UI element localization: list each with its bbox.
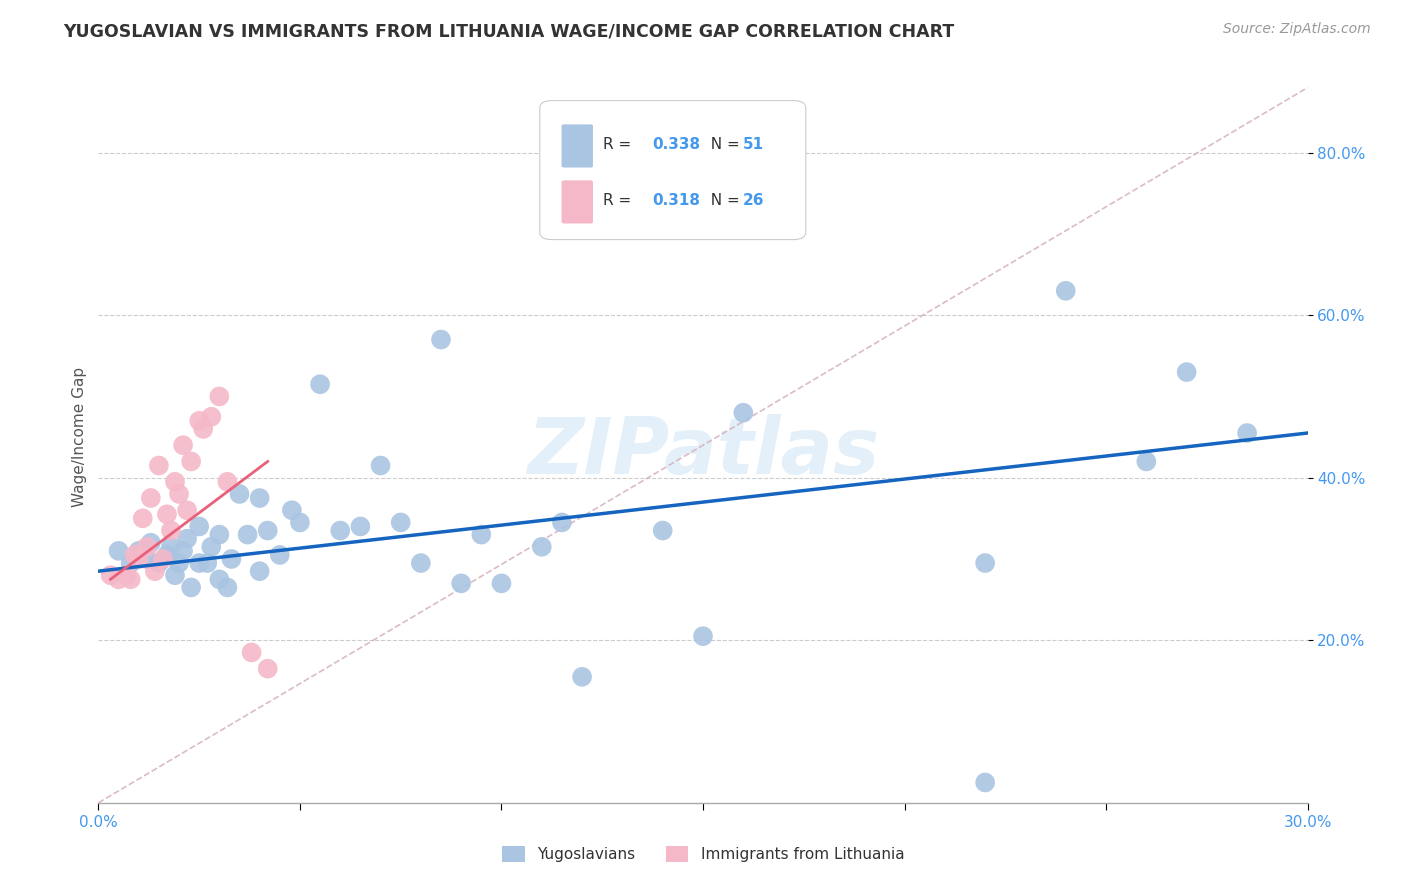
Point [160, 524, 183, 538]
Point [240, 645, 263, 659]
FancyBboxPatch shape [561, 180, 593, 224]
Point [281, 503, 304, 517]
Point [107, 572, 129, 586]
Point [389, 516, 412, 530]
Point [167, 556, 190, 570]
Point [115, 568, 138, 582]
Point [309, 377, 332, 392]
FancyBboxPatch shape [540, 101, 806, 240]
Point [167, 487, 190, 501]
Text: YUGOSLAVIAN VS IMMIGRANTS FROM LITHUANIA WAGE/INCOME GAP CORRELATION CHART: YUGOSLAVIAN VS IMMIGRANTS FROM LITHUANIA… [63, 22, 955, 40]
Point [148, 556, 170, 570]
Point [156, 548, 179, 562]
Y-axis label: Wage/Income Gap: Wage/Income Gap [72, 367, 87, 508]
Point [180, 454, 202, 468]
Point [120, 572, 142, 586]
Point [228, 487, 250, 501]
Point [249, 564, 271, 578]
Point [236, 527, 259, 541]
Point [128, 552, 150, 566]
Point [571, 670, 593, 684]
Point [269, 548, 291, 562]
Text: R =: R = [603, 136, 636, 152]
Point [163, 568, 186, 582]
Point [124, 548, 146, 562]
Point [188, 414, 211, 428]
Point [120, 556, 142, 570]
Point [200, 540, 222, 554]
Point [132, 511, 155, 525]
Point [329, 524, 352, 538]
Point [139, 491, 162, 505]
Point [288, 516, 311, 530]
Point [651, 524, 673, 538]
Point [176, 532, 198, 546]
Point [188, 519, 211, 533]
Point [188, 556, 211, 570]
Point [256, 662, 278, 676]
Point [128, 544, 150, 558]
Point [180, 581, 202, 595]
Point [172, 438, 194, 452]
Text: 0.318: 0.318 [652, 193, 700, 208]
Point [193, 422, 215, 436]
Point [152, 552, 174, 566]
Point [470, 527, 492, 541]
Text: ZIPatlas: ZIPatlas [527, 414, 879, 490]
Point [135, 552, 157, 566]
Point [974, 556, 997, 570]
Point [349, 519, 371, 533]
Point [100, 568, 122, 582]
Point [409, 556, 432, 570]
Point [217, 475, 239, 489]
Point [370, 458, 392, 473]
Point [143, 564, 166, 578]
Point [208, 389, 231, 403]
Point [974, 775, 997, 789]
Point [195, 556, 218, 570]
Text: 51: 51 [742, 136, 763, 152]
Point [733, 406, 755, 420]
Legend: Yugoslavians, Immigrants from Lithuania: Yugoslavians, Immigrants from Lithuania [495, 840, 911, 868]
Point [221, 552, 243, 566]
Text: N =: N = [700, 136, 744, 152]
Text: N =: N = [700, 193, 744, 208]
Point [208, 572, 231, 586]
Text: 26: 26 [742, 193, 765, 208]
Point [160, 540, 183, 554]
Point [430, 333, 453, 347]
Point [148, 458, 170, 473]
Point [200, 409, 222, 424]
Point [249, 491, 271, 505]
Text: Source: ZipAtlas.com: Source: ZipAtlas.com [1223, 22, 1371, 37]
Point [172, 544, 194, 558]
Point [1236, 425, 1258, 440]
Point [163, 475, 186, 489]
Point [156, 508, 179, 522]
Point [450, 576, 472, 591]
FancyBboxPatch shape [561, 124, 593, 168]
Point [551, 516, 574, 530]
Point [135, 540, 157, 554]
Point [1054, 284, 1077, 298]
Point [139, 535, 162, 549]
Point [1175, 365, 1198, 379]
Point [217, 581, 239, 595]
Point [107, 544, 129, 558]
Point [176, 503, 198, 517]
Text: R =: R = [603, 193, 636, 208]
Point [491, 576, 513, 591]
Point [208, 527, 231, 541]
Point [1135, 454, 1157, 468]
Point [256, 524, 278, 538]
Point [692, 629, 714, 643]
Point [530, 540, 553, 554]
Text: 0.338: 0.338 [652, 136, 700, 152]
